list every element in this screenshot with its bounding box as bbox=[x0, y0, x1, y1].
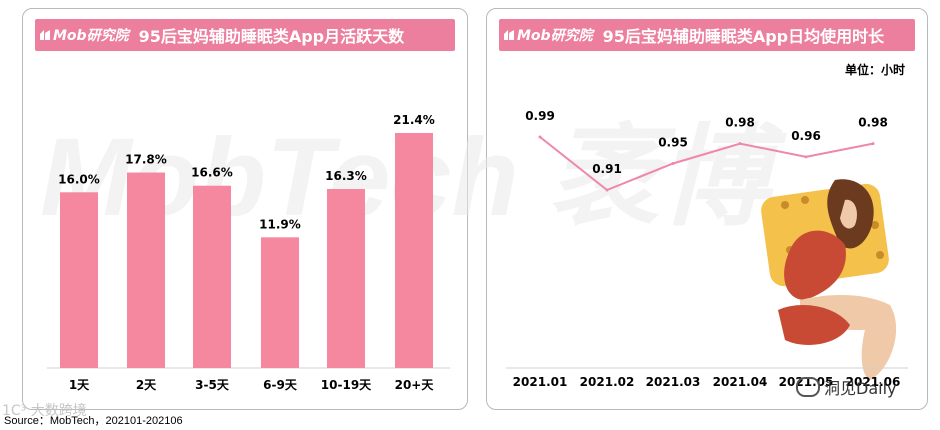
bar-value-label: 16.3% bbox=[325, 169, 367, 183]
left-chart-title: 95后宝妈辅助睡眠类App月活跃天数 bbox=[138, 27, 405, 46]
bar-category-label: 6-9天 bbox=[263, 378, 298, 392]
line-chart: 0.99 2021.01 0.91 2021.02 0.95 2021.03 0.98 202… bbox=[506, 109, 908, 389]
bottom-watermark: 1C³ 大数跨境 bbox=[2, 403, 87, 419]
sleeping-woman-illustration bbox=[761, 179, 897, 380]
brand-label: Mob研究院 bbox=[517, 28, 593, 44]
line-value-label: 0.96 bbox=[791, 129, 821, 143]
mob-logo-icon bbox=[39, 29, 51, 41]
wechat-account-label: 洞见Daily bbox=[824, 379, 897, 398]
line-value-label: 0.98 bbox=[725, 116, 755, 130]
line-point bbox=[538, 135, 542, 139]
bar-value-label: 16.0% bbox=[58, 172, 100, 186]
bar bbox=[127, 172, 165, 368]
line-category-label: 2021.03 bbox=[646, 375, 701, 389]
bar-value-label: 11.9% bbox=[259, 217, 301, 231]
right-chart-title: 95后宝妈辅助睡眠类App日均使用时长 bbox=[602, 27, 885, 46]
bar-value-label: 21.4% bbox=[393, 113, 435, 127]
bar bbox=[327, 189, 365, 368]
wechat-icon bbox=[796, 377, 820, 397]
unit-label: 单位：小时 bbox=[844, 63, 905, 77]
left-title-bar: Mob研究院 95后宝妈辅助睡眠类App月活跃天数 bbox=[35, 19, 455, 51]
wechat-watermark: 洞见Daily bbox=[796, 375, 897, 399]
bar-chart: 16.0% 1天 17.8% 2天 16.6% 3-5天 11.9% 6-9天 16.3% 10-… bbox=[47, 113, 450, 392]
usage-line-series bbox=[539, 136, 874, 192]
bar-value-label: 16.6% bbox=[191, 166, 233, 180]
line-value-label: 0.98 bbox=[858, 116, 888, 130]
bar-category-label: 2天 bbox=[136, 378, 157, 392]
line-point bbox=[804, 155, 808, 159]
bar-category-label: 3-5天 bbox=[195, 378, 230, 392]
brand-label: Mob研究院 bbox=[53, 28, 129, 44]
line-point bbox=[671, 162, 675, 165]
line-point bbox=[738, 142, 742, 146]
bar-category-label: 20+天 bbox=[395, 378, 435, 392]
right-title-bar: Mob研究院 95后宝妈辅助睡眠类App日均使用时长 bbox=[499, 19, 915, 51]
bar-value-label: 17.8% bbox=[125, 153, 167, 167]
line-category-label: 2021.04 bbox=[713, 375, 768, 389]
mob-logo: Mob研究院 bbox=[503, 25, 593, 45]
bar bbox=[395, 133, 433, 368]
line-value-label: 0.95 bbox=[658, 136, 688, 150]
line-point bbox=[871, 142, 875, 146]
source-note: Source：MobTech，202101-202106 bbox=[4, 415, 183, 427]
bar-category-label: 1天 bbox=[69, 378, 90, 392]
bar bbox=[60, 192, 98, 368]
line-category-label: 2021.06 bbox=[846, 375, 901, 389]
line-point bbox=[605, 188, 609, 192]
line-value-label: 0.99 bbox=[525, 109, 555, 123]
line-value-label: 0.91 bbox=[592, 162, 622, 176]
bar bbox=[261, 237, 299, 368]
bar-category-label: 10-19天 bbox=[321, 378, 372, 392]
mob-logo: Mob研究院 bbox=[39, 25, 129, 45]
bar bbox=[193, 185, 231, 368]
line-category-label: 2021.02 bbox=[580, 375, 635, 389]
mob-logo-icon bbox=[503, 29, 515, 41]
line-category-label: 2021.01 bbox=[513, 375, 568, 389]
